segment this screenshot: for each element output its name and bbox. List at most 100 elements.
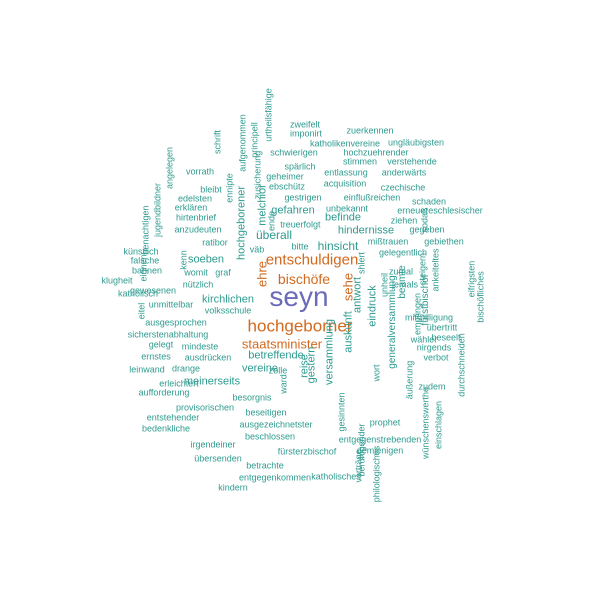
cloud-word: gelegt [148,339,174,350]
cloud-word: schwierigen [270,147,318,158]
cloud-word: beseitigen [245,407,287,418]
cloud-word: fürsterzbischof [277,446,337,457]
cloud-word: reise [298,354,311,378]
cloud-word: steigern [417,252,428,286]
cloud-word: übertritt [426,322,458,333]
cloud-word: gefahren [271,204,315,217]
cloud-word: volksschule [204,305,252,316]
cloud-word: irgendeiner [190,439,236,450]
cloud-word: künstlich [123,246,159,257]
cloud-word: gewesenen [129,285,177,296]
cloud-word: unheil [379,272,390,298]
cloud-word: antwort [351,276,364,314]
cloud-word: anzudeuten [174,224,222,235]
cloud-word: befinde [324,211,362,224]
cloud-word: katholikenvereine [309,138,381,149]
cloud-word: äußerung [404,360,415,400]
cloud-word: philologisches [371,445,382,503]
cloud-word: nützlich [182,279,214,290]
cloud-word: ausgesprochen [145,317,207,328]
cloud-word: jugendbildner [152,182,163,238]
cloud-word: schrift [212,129,223,155]
cloud-word: zweifelt [289,119,321,130]
cloud-word: gesinnten [336,392,347,432]
cloud-word: aufgenommen [237,114,248,172]
cloud-word: staatsminister [241,336,323,352]
cloud-word: zuerkennen [346,125,394,136]
cloud-word: seyn [269,281,329,312]
cloud-word: ratibor [202,237,228,248]
cloud-word: kirchlichen [202,293,254,306]
cloud-word: entschuldigen [265,251,359,269]
cloud-word: ankeiteltes [430,248,441,292]
cloud-word: erklären [174,202,208,213]
cloud-word: geheimer [266,171,304,182]
cloud-word: benachtigen [140,205,151,255]
cloud-word: betreffende [248,349,304,362]
cloud-word: betrachte [246,460,284,471]
cloud-word: überall [255,228,293,242]
cloud-word: spärlich [284,161,316,172]
cloud-word: soeben [187,253,225,266]
cloud-word: erleichtert [159,378,199,389]
cloud-word: nirgends [416,342,452,353]
cloud-word: czechische [380,182,426,193]
cloud-word: katholisch [117,288,159,299]
cloud-word: ende [266,210,277,232]
cloud-word: kindern [218,482,248,493]
cloud-word: hochgeborener [235,185,248,261]
cloud-word: edelsten [177,193,213,204]
cloud-word: prophet [369,417,401,428]
cloud-word: vorrath [185,166,215,177]
cloud-word: aufforderung [138,387,190,398]
cloud-word: vereine [241,362,279,375]
cloud-word: väb [249,244,265,255]
cloud-word: ehre [254,260,270,288]
cloud-word: ausdrücken [184,352,232,363]
cloud-word: hochgeborner [247,316,353,336]
cloud-word: zudem [418,381,446,392]
cloud-word: erfolgt [295,219,321,230]
cloud-word: anderwärts [381,167,427,178]
cloud-word: sicherstenabhaltung [127,329,209,340]
cloud-word: klugheit [101,275,133,286]
cloud-word: schaden [411,196,447,207]
cloud-word: bitte [291,241,309,252]
cloud-word: gebiethen [424,236,464,247]
cloud-word: entgegenstrebenden [338,434,422,445]
cloud-word: unbekannt [325,203,369,214]
cloud-word: katholisches [311,471,361,482]
cloud-word: shlert [356,251,367,275]
cloud-word: treu [280,219,296,230]
cloud-word: zolle [268,365,288,376]
cloud-word: acquisition [323,178,367,189]
cloud-word: ebschütz [268,181,306,192]
cloud-word: wähler [410,334,438,345]
cloud-word: hinsicht [317,239,359,253]
cloud-word: stimmen [342,156,378,167]
cloud-word: mindeste [181,341,219,352]
cloud-word: hirtenbrief [175,212,217,223]
cloud-word: einflußreichen [343,192,401,203]
cloud-word: übersenden [194,453,242,464]
cloud-word: jemals [391,279,419,290]
cloud-word: eitel [136,302,147,320]
cloud-word: gestrigen [284,192,322,203]
cloud-word: ennipte [224,173,235,203]
cloud-word: entlassung [324,167,368,178]
cloud-word: leinwand [129,364,165,375]
cloud-word: gelegentlich [378,247,428,258]
cloud-word: wort [371,364,382,382]
cloud-word: zumal [388,266,414,277]
cloud-word: graf [215,267,231,278]
cloud-word: ward [278,374,289,394]
cloud-word: womit [184,267,208,278]
cloud-word: erneuereschlesischer [397,205,483,216]
cloud-word: verstehende [387,156,437,167]
cloud-word: ungläubigsten [387,137,445,148]
cloud-word: vorträge [353,449,364,483]
cloud-word: entgegenkommen [238,472,312,483]
cloud-word: ausgezeichnetster [239,419,313,430]
cloud-word: falsche [130,255,160,266]
